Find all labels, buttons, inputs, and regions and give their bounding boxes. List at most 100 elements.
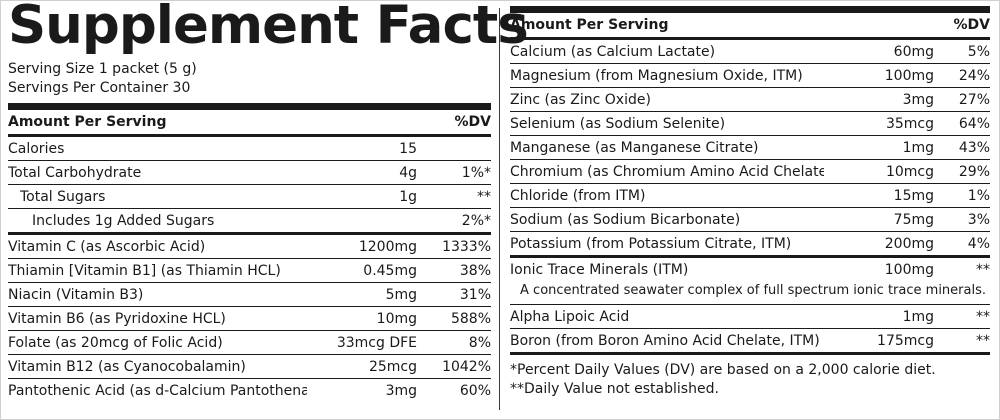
nutrient-dv: ** [976, 262, 990, 278]
nutrient-name: Chloride (from ITM) [510, 187, 646, 204]
nutrient-amount: 200mg [884, 235, 934, 252]
nutrient-name: Pantothenic Acid (as d-Calcium Pantothen… [8, 382, 307, 399]
nutrient-name: Magnesium (from Magnesium Oxide, ITM) [510, 67, 803, 84]
nutrient-row-folate: Folate (as 20mcg of Folic Acid) 33mcg DF… [8, 331, 491, 355]
nutrient-amount: 60mg [893, 43, 934, 60]
nutrient-amount: 75mg [893, 211, 934, 228]
nutrient-row-selenium: Selenium (as Sodium Selenite) 35mcg 64% [510, 112, 990, 136]
nutrient-amount: 5mg [385, 286, 417, 303]
nutrient-name: Thiamin [Vitamin B1] (as Thiamin HCL) [8, 262, 281, 279]
nutrient-row-total-sugars: Total Sugars 1g ** [8, 185, 491, 209]
nutrient-name: Boron (from Boron Amino Acid Chelate, IT… [510, 332, 820, 349]
nutrient-name: Selenium (as Sodium Selenite) [510, 115, 726, 132]
nutrient-row-pantothenic-acid: Pantothenic Acid (as d-Calcium Pantothen… [8, 379, 491, 402]
nutrient-row-potassium: Potassium (from Potassium Citrate, ITM) … [510, 232, 990, 258]
right-column: Amount Per Serving %DV Calcium (as Calci… [510, 0, 990, 420]
nutrient-row-total-carbohydrate: Total Carbohydrate 4g 1%* [8, 161, 491, 185]
nutrient-name: Total Carbohydrate [8, 164, 142, 181]
nutrient-dv: 588% [450, 310, 491, 327]
footnote-not-established: **Daily Value not established. [510, 381, 719, 397]
left-column: Supplement Facts Serving Size 1 packet (… [8, 0, 529, 420]
nutrient-amount: 4g [399, 164, 417, 181]
nutrient-dv: 8% [468, 334, 491, 351]
nutrient-amount: 1mg [902, 308, 934, 325]
nutrient-amount: 3mg [902, 91, 934, 108]
nutrient-name: Vitamin B6 (as Pyridoxine HCL) [8, 310, 226, 327]
serving-info: Serving Size 1 packet (5 g) Servings Per… [8, 60, 491, 98]
nutrient-amount: 1g [399, 188, 417, 205]
nutrient-dv: 5% [967, 43, 990, 60]
nutrient-row-vitamin-b12: Vitamin B12 (as Cyanocobalamin) 25mcg 10… [8, 355, 491, 379]
nutrient-row-added-sugars: Includes 1g Added Sugars 2%* [8, 209, 491, 235]
nutrient-row-niacin: Niacin (Vitamin B3) 5mg 31% [8, 283, 491, 307]
itm-description: A concentrated seawater complex of full … [520, 283, 986, 298]
nutrient-dv: 1% [967, 187, 990, 204]
nutrient-name: Potassium (from Potassium Citrate, ITM) [510, 235, 792, 252]
thick-rule [510, 6, 990, 13]
nutrient-dv: 60% [459, 382, 491, 399]
nutrient-row-alpha-lipoic-acid: Alpha Lipoic Acid 1mg ** [510, 305, 990, 329]
nutrient-name: Vitamin B12 (as Cyanocobalamin) [8, 358, 246, 375]
ionic-trace-minerals-block: Ionic Trace Minerals (ITM) 100mg ** A co… [510, 258, 990, 305]
nutrient-name: Alpha Lipoic Acid [510, 308, 630, 325]
nutrient-row-zinc: Zinc (as Zinc Oxide) 3mg 27% [510, 88, 990, 112]
nutrient-name: Folate (as 20mcg of Folic Acid) [8, 334, 223, 351]
column-divider [499, 8, 500, 410]
nutrient-name: Total Sugars [20, 188, 106, 205]
table-header: Amount Per Serving %DV [510, 13, 990, 40]
table-header: Amount Per Serving %DV [8, 110, 491, 137]
nutrient-amount: 3mg [385, 382, 417, 399]
nutrient-dv: 3% [967, 211, 990, 228]
servings-per-container: Servings Per Container 30 [8, 80, 191, 96]
amount-per-serving-header: Amount Per Serving [510, 17, 669, 33]
nutrient-amount: 0.45mg [363, 262, 417, 279]
footnote-dv: *Percent Daily Values (DV) are based on … [510, 362, 936, 378]
nutrient-name: Includes 1g Added Sugars [32, 212, 215, 229]
nutrient-amount: 15 [399, 140, 417, 157]
nutrient-dv: ** [976, 332, 990, 349]
nutrient-row-calcium: Calcium (as Calcium Lactate) 60mg 5% [510, 40, 990, 64]
nutrient-dv: 64% [958, 115, 990, 132]
nutrient-row-manganese: Manganese (as Manganese Citrate) 1mg 43% [510, 136, 990, 160]
nutrient-amount: 33mcg DFE [336, 334, 417, 351]
nutrient-dv: 1333% [442, 238, 491, 255]
nutrient-row-sodium: Sodium (as Sodium Bicarbonate) 75mg 3% [510, 208, 990, 232]
nutrient-dv: 29% [958, 163, 990, 180]
nutrient-amount: 100mg [884, 262, 934, 278]
dv-header: %DV [454, 114, 491, 130]
nutrient-amount: 10mg [376, 310, 417, 327]
nutrient-row-vitamin-c: Vitamin C (as Ascorbic Acid) 1200mg 1333… [8, 235, 491, 259]
nutrient-amount: 1mg [902, 139, 934, 156]
dv-header: %DV [953, 17, 990, 33]
nutrient-amount: 10mcg [885, 163, 934, 180]
nutrient-name: Chromium (as Chromium Amino Acid Chelate… [510, 163, 824, 180]
serving-size: Serving Size 1 packet (5 g) [8, 61, 197, 77]
nutrient-dv: 43% [958, 139, 990, 156]
nutrient-dv: 31% [459, 286, 491, 303]
nutrient-name: Niacin (Vitamin B3) [8, 286, 144, 303]
nutrient-dv: 2%* [461, 212, 491, 229]
thick-rule [8, 103, 491, 110]
nutrient-name: Manganese (as Manganese Citrate) [510, 139, 759, 156]
nutrient-name: Vitamin C (as Ascorbic Acid) [8, 238, 206, 255]
nutrient-row-thiamin: Thiamin [Vitamin B1] (as Thiamin HCL) 0.… [8, 259, 491, 283]
footnotes: *Percent Daily Values (DV) are based on … [510, 361, 990, 399]
nutrient-row-vitamin-b6: Vitamin B6 (as Pyridoxine HCL) 10mg 588% [8, 307, 491, 331]
amount-per-serving-header: Amount Per Serving [8, 114, 167, 130]
nutrient-amount: 100mg [884, 67, 934, 84]
nutrient-amount: 15mg [893, 187, 934, 204]
nutrient-dv: 1042% [442, 358, 491, 375]
nutrient-name: Calcium (as Calcium Lactate) [510, 43, 716, 60]
nutrient-name: Ionic Trace Minerals (ITM) [510, 262, 689, 278]
nutrient-amount: 35mcg [885, 115, 934, 132]
nutrient-name: Sodium (as Sodium Bicarbonate) [510, 211, 741, 228]
nutrient-amount: 1200mg [358, 238, 417, 255]
nutrient-row-chromium: Chromium (as Chromium Amino Acid Chelate… [510, 160, 990, 184]
nutrient-row-calories: Calories 15 [8, 137, 491, 161]
nutrient-dv: ** [477, 188, 491, 205]
nutrient-dv: 27% [958, 91, 990, 108]
nutrient-amount: 175mcg [877, 332, 934, 349]
nutrient-row-boron: Boron (from Boron Amino Acid Chelate, IT… [510, 329, 990, 355]
nutrient-name: Calories [8, 140, 65, 157]
nutrient-row-ionic-trace-minerals: Ionic Trace Minerals (ITM) 100mg ** [510, 258, 990, 282]
